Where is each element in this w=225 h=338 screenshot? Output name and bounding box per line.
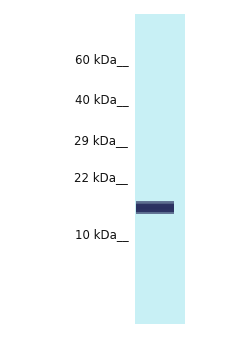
Text: 40 kDa__: 40 kDa__ [75, 93, 128, 106]
Bar [136, 207, 174, 208]
Bar [136, 208, 174, 209]
Bar [136, 209, 174, 210]
Bar [136, 204, 174, 205]
Bar [136, 212, 174, 213]
Bar [136, 210, 174, 211]
Bar [136, 204, 174, 205]
Bar [135, 14, 184, 324]
Bar [136, 206, 174, 207]
Text: 22 kDa__: 22 kDa__ [74, 171, 128, 184]
Text: 29 kDa__: 29 kDa__ [74, 134, 128, 147]
Bar [136, 203, 174, 204]
Bar [136, 211, 174, 212]
Bar [136, 204, 174, 212]
Text: 60 kDa__: 60 kDa__ [75, 53, 128, 66]
Bar [136, 205, 174, 206]
Bar [136, 201, 174, 202]
Bar [136, 202, 174, 203]
Text: 10 kDa__: 10 kDa__ [75, 228, 128, 241]
Bar [136, 213, 174, 214]
